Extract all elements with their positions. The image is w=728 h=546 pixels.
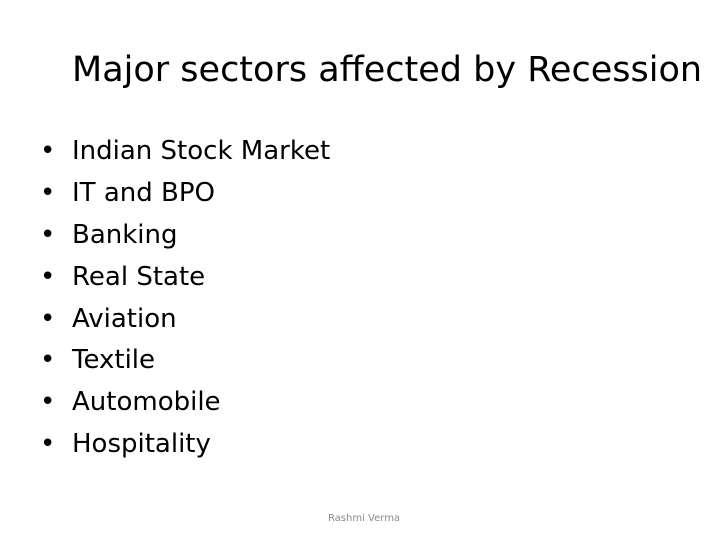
- slide-footer: Rashmi Verma: [327, 513, 401, 524]
- bullet-text: Hospitality: [72, 429, 211, 460]
- slide-title: Major sectors affected by Recession: [72, 50, 703, 90]
- bullet-text: IT and BPO: [72, 177, 215, 208]
- bullet-icon: •: [40, 387, 56, 418]
- bullet-text: Indian Stock Market: [72, 136, 331, 166]
- bullet-icon: •: [40, 261, 56, 292]
- bullet-text: Automobile: [72, 387, 221, 418]
- bullet-icon: •: [40, 177, 56, 208]
- bullet-icon: •: [40, 429, 56, 460]
- bullet-text: Textile: [72, 345, 156, 376]
- bullet-icon: •: [40, 136, 56, 166]
- bullet-text: Real State: [72, 261, 206, 292]
- bullet-text: Banking: [72, 219, 178, 250]
- bullet-icon: •: [40, 345, 56, 376]
- bullet-icon: •: [40, 303, 56, 334]
- bullet-icon: •: [40, 219, 56, 250]
- bullet-text: Aviation: [72, 303, 177, 334]
